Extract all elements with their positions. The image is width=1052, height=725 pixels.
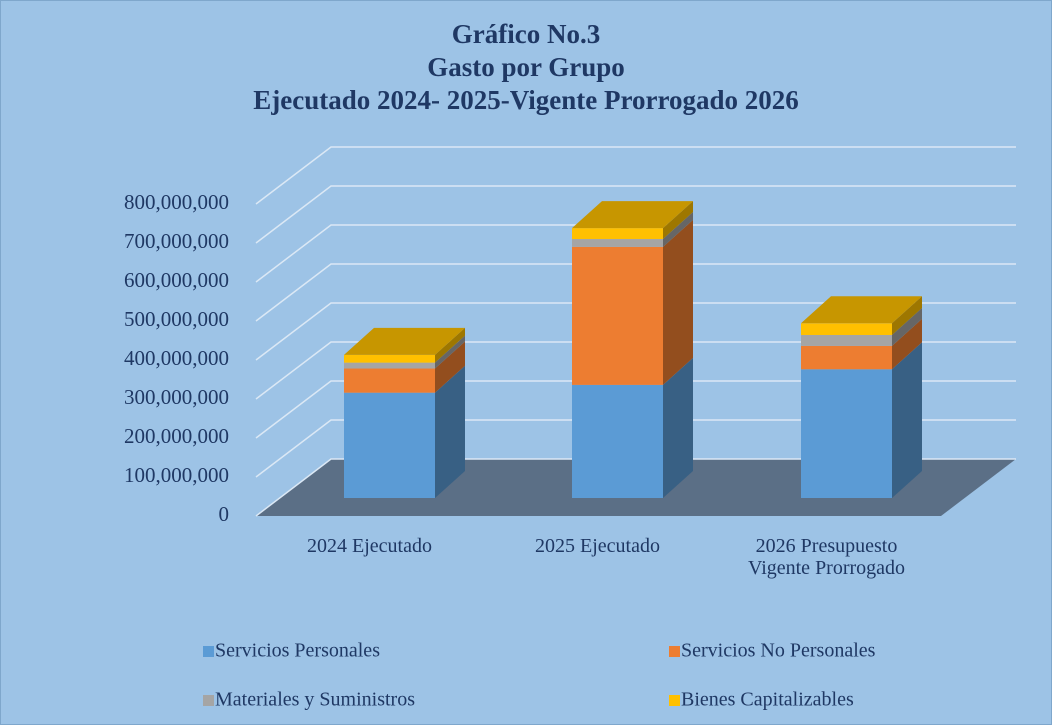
bar-segment [572,239,663,247]
bar-side [435,365,465,498]
grid-line [255,302,1016,361]
grid-line [255,341,1016,400]
bar-segment [344,362,435,369]
bar-side [663,212,693,247]
bar-segment [572,228,663,240]
bar-side [892,318,922,370]
y-tick-label: 600,000,000 [124,268,229,292]
y-tick-label: 800,000,000 [124,190,229,214]
bar-segment [344,392,435,498]
bar-top [572,201,693,229]
grid-line [255,185,1016,244]
grid-line [255,380,1016,439]
y-tick-label: 400,000,000 [124,346,229,370]
legend-swatch [669,695,680,706]
x-tick-label: 2024 Ejecutado [307,535,432,557]
y-tick-label: 100,000,000 [124,463,229,487]
bar-segment [572,246,663,385]
x-tick-label: 2025 Ejecutado [535,535,660,557]
bar-segment [572,384,663,498]
bar-side [663,357,693,498]
chart-subtitle: Gasto por Grupo [427,52,625,82]
bar-segment [801,345,892,370]
y-tick-label: 200,000,000 [124,424,229,448]
bar-side [892,307,922,346]
bar-side [435,327,465,363]
grid-line [255,419,1016,478]
bar-segment [344,354,435,363]
bar-segment [801,323,892,335]
legend-swatch [203,695,214,706]
bar-side [892,296,922,335]
bar-side [435,341,465,393]
grid-line [255,224,1016,283]
bar-top [801,296,922,324]
legend-label: Servicios No Personales [681,640,876,662]
legend-swatch [669,646,680,657]
x-tick-label: 2026 Presupuesto Vigente Prorrogado [747,535,906,579]
grid-line [255,458,1016,517]
y-tick-label: 500,000,000 [124,307,229,331]
bar-top [344,327,465,355]
chart-title: Gráfico No.3 [452,19,600,49]
bar-segment [801,369,892,498]
legend-label: Bienes Capitalizables [681,689,854,711]
legend-label: Materiales y Suministros [215,689,415,711]
bar-side [663,201,693,240]
bar-side [435,335,465,369]
legend-label: Servicios Personales [215,640,380,662]
bar-segment [344,368,435,393]
y-tick-label: 700,000,000 [124,229,229,253]
y-tick-label: 300,000,000 [124,385,229,409]
bar-side [892,342,922,498]
bar-segment [801,334,892,346]
grid-line [255,146,1016,205]
bar-side [663,219,693,385]
y-tick-label: 0 [219,502,230,526]
grid-line [255,263,1016,322]
legend-swatch [203,646,214,657]
chart-subtitle: Ejecutado 2024- 2025-Vigente Prorrogado … [253,85,798,115]
